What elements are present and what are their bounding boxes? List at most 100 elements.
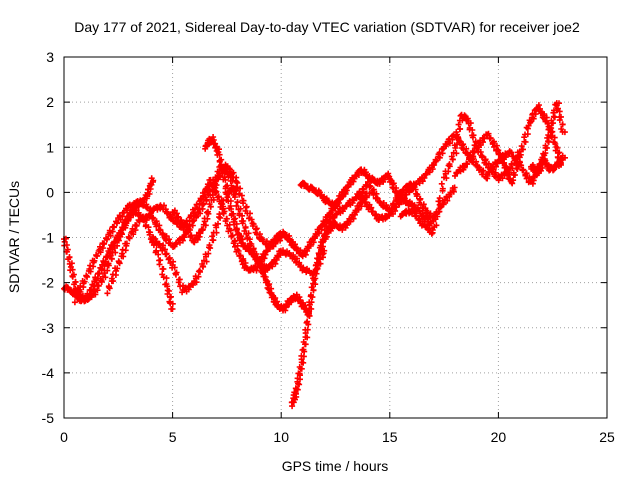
data-point-marker — [218, 166, 225, 173]
data-point-marker — [272, 295, 279, 301]
data-point-marker — [429, 229, 436, 236]
data-point-marker — [519, 167, 526, 174]
data-point-marker — [168, 293, 174, 300]
data-point-marker — [175, 213, 182, 220]
data-point-marker — [210, 237, 217, 244]
data-point-marker — [556, 100, 562, 107]
x-tick-label: 5 — [169, 429, 177, 445]
data-point-marker — [467, 120, 474, 127]
data-point-marker — [455, 121, 462, 128]
data-point-marker — [164, 210, 170, 217]
data-point-marker — [300, 359, 307, 366]
y-tick-label: -4 — [42, 365, 55, 381]
data-point-marker — [253, 225, 260, 232]
data-point-marker — [473, 144, 480, 151]
data-point-marker — [296, 370, 303, 377]
data-point-marker — [435, 198, 442, 205]
data-point-marker — [71, 281, 78, 288]
data-point-marker — [233, 202, 240, 209]
data-point-marker — [293, 386, 300, 393]
satellite-track-16 — [528, 152, 568, 179]
data-point-marker — [83, 272, 90, 279]
data-point-marker — [300, 339, 307, 345]
data-point-marker — [311, 269, 318, 276]
data-point-marker — [243, 203, 250, 210]
data-point-marker — [133, 222, 140, 229]
data-point-marker — [272, 260, 279, 267]
data-point-marker — [117, 227, 124, 234]
data-point-marker — [115, 258, 122, 265]
data-point-marker — [359, 195, 366, 202]
data-point-marker — [436, 154, 443, 161]
data-point-marker — [454, 131, 461, 138]
x-axis-label: GPS time / hours — [282, 458, 389, 474]
data-point-marker — [486, 169, 492, 176]
data-point-marker — [412, 181, 419, 188]
data-point-marker — [206, 242, 213, 249]
data-point-marker — [417, 195, 424, 202]
data-point-marker — [517, 151, 524, 158]
satellite-track-10 — [297, 166, 434, 229]
data-point-marker — [556, 149, 563, 156]
data-point-marker — [484, 172, 491, 179]
data-point-marker — [76, 286, 83, 293]
data-point-marker — [202, 222, 209, 229]
data-point-marker — [228, 233, 235, 240]
data-point-marker — [212, 189, 219, 196]
data-point-marker — [234, 199, 241, 206]
data-point-marker — [222, 218, 229, 225]
data-point-marker — [448, 153, 455, 160]
data-point-marker — [433, 222, 440, 229]
data-point-marker — [163, 251, 170, 258]
data-point-marker — [119, 231, 125, 238]
data-point-marker — [239, 212, 246, 219]
data-point-marker — [323, 223, 330, 230]
data-point-marker — [125, 233, 132, 240]
data-point-marker — [432, 156, 439, 163]
data-point-marker — [321, 227, 328, 234]
data-point-marker — [165, 256, 172, 263]
data-point-marker — [457, 125, 464, 132]
data-point-marker — [149, 215, 156, 222]
data-point-marker — [366, 184, 373, 191]
data-point-marker — [390, 200, 397, 207]
grid-layer — [64, 57, 607, 418]
data-point-marker — [460, 141, 467, 148]
data-point-marker — [310, 287, 317, 294]
data-point-marker — [231, 185, 238, 192]
data-point-marker — [556, 117, 563, 124]
data-point-marker — [350, 215, 357, 222]
y-tick-label: 1 — [46, 139, 54, 155]
data-point-marker — [510, 177, 517, 184]
data-point-marker — [317, 191, 324, 198]
data-point-marker — [292, 385, 299, 392]
data-point-marker — [95, 282, 102, 289]
data-point-marker — [160, 266, 167, 272]
data-point-marker — [155, 241, 162, 248]
data-point-marker — [510, 169, 517, 176]
data-point-marker — [232, 215, 239, 222]
data-point-marker — [240, 200, 247, 207]
data-point-marker — [431, 162, 438, 168]
data-point-marker — [214, 194, 221, 201]
y-tick-label: 2 — [46, 94, 54, 110]
data-point-marker — [412, 212, 419, 219]
data-point-marker — [106, 227, 113, 234]
data-point-marker — [148, 175, 155, 182]
data-point-marker — [215, 172, 222, 179]
data-point-marker — [544, 134, 551, 141]
data-point-marker — [435, 209, 442, 215]
data-point-marker — [210, 196, 217, 203]
x-tick-label: 20 — [491, 429, 507, 445]
data-point-marker — [453, 150, 460, 157]
data-point-marker — [561, 129, 568, 136]
data-point-marker — [108, 275, 115, 282]
data-point-marker — [176, 276, 183, 283]
data-point-marker — [482, 156, 489, 163]
data-point-marker — [428, 230, 435, 237]
data-point-marker — [91, 257, 98, 264]
data-point-marker — [169, 300, 176, 307]
data-point-marker — [296, 364, 303, 370]
data-point-marker — [436, 201, 443, 208]
data-point-marker — [292, 390, 299, 397]
